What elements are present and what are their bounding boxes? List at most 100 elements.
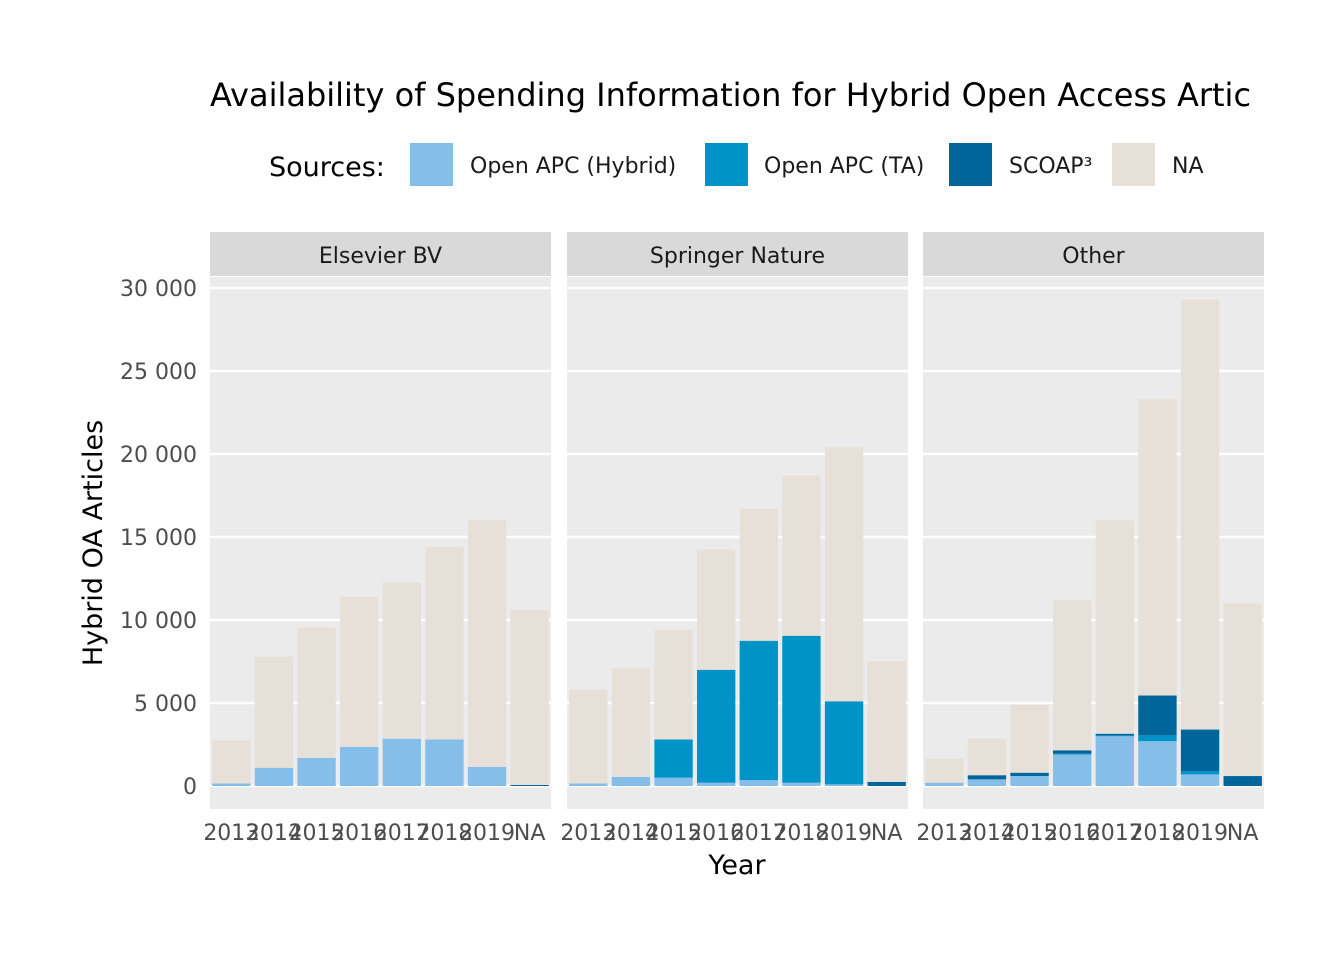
x-tick-label: 2019 bbox=[459, 821, 515, 846]
y-tick-label: 30 000 bbox=[120, 277, 197, 302]
bar-segment-open-apc-hybrid-2014 bbox=[254, 767, 294, 786]
bar-segment-open-apc-ta-2018 bbox=[782, 635, 821, 783]
y-tick-label: 20 000 bbox=[120, 443, 197, 468]
y-tick-label: 0 bbox=[183, 775, 197, 800]
bar-segment-open-apc-hybrid-2013 bbox=[925, 782, 964, 786]
bar-segment-na-2015 bbox=[297, 627, 336, 758]
bar-segment-scoap-2019 bbox=[1180, 729, 1220, 772]
bar-segment-open-apc-hybrid-2019 bbox=[824, 784, 864, 786]
x-tick-label: 2019 bbox=[816, 821, 872, 846]
facet-strip bbox=[567, 232, 908, 276]
x-tick-label: 2014 bbox=[246, 821, 302, 846]
bar-segment-na-NA bbox=[867, 661, 906, 782]
bar-segment-na-2017 bbox=[1095, 520, 1134, 734]
facet-label: Elsevier BV bbox=[319, 244, 442, 269]
bar-segment-open-apc-hybrid-2018 bbox=[425, 739, 464, 786]
bar-segment-na-2014 bbox=[254, 656, 294, 768]
bar-segment-open-apc-hybrid-2017 bbox=[382, 738, 421, 786]
y-tick-label: 5 000 bbox=[134, 692, 197, 717]
facet-label: Springer Nature bbox=[650, 244, 825, 269]
bar-segment-open-apc-hybrid-2018 bbox=[782, 782, 821, 786]
x-tick-label: 2018 bbox=[773, 821, 829, 846]
bar-segment-scoap-2016 bbox=[1053, 750, 1092, 754]
legend-label-open-apc-ta: Open APC (TA) bbox=[764, 154, 924, 179]
bar-segment-open-apc-ta-2018 bbox=[1138, 735, 1177, 742]
panel-springer-nature: Springer Nature 2013201420152016201720182… bbox=[560, 232, 908, 846]
bar-segment-open-apc-hybrid-2015 bbox=[297, 757, 336, 786]
x-tick-label: 2018 bbox=[416, 821, 472, 846]
bar-segment-open-apc-hybrid-2019 bbox=[1180, 774, 1220, 786]
bar-segment-na-2018 bbox=[425, 546, 464, 740]
x-tick-label: NA bbox=[871, 821, 903, 846]
bar-segment-na-2019 bbox=[467, 520, 507, 767]
y-tick-label: 15 000 bbox=[120, 526, 197, 551]
bar-segment-open-apc-hybrid-2015 bbox=[1010, 776, 1049, 786]
bar-segment-open-apc-hybrid-2018 bbox=[1138, 741, 1177, 786]
bar-segment-na-2013 bbox=[925, 758, 964, 783]
bar-segment-scoap-NA bbox=[867, 781, 906, 786]
x-tick-label: 2013 bbox=[916, 821, 972, 846]
bar-segment-na-2017 bbox=[739, 508, 778, 641]
x-tick-label: NA bbox=[1227, 821, 1259, 846]
bar-segment-open-apc-hybrid-2013 bbox=[212, 783, 251, 786]
legend-swatch-open-apc-hybrid bbox=[410, 143, 453, 186]
bar-segment-open-apc-ta-2015 bbox=[654, 739, 693, 778]
bar-segment-na-2019 bbox=[1180, 299, 1220, 730]
bar-segment-open-apc-hybrid-2017 bbox=[739, 780, 778, 786]
bar-segment-open-apc-ta-2019 bbox=[1180, 771, 1220, 775]
x-tick-label: 2013 bbox=[560, 821, 616, 846]
bar-segment-na-2015 bbox=[654, 629, 693, 740]
bar-segment-na-NA bbox=[510, 610, 549, 786]
legend-title: Sources: bbox=[269, 152, 385, 183]
x-tick-label: 2019 bbox=[1172, 821, 1228, 846]
facet-strip bbox=[923, 232, 1264, 276]
legend-swatch-na bbox=[1112, 143, 1155, 186]
x-tick-label: 2016 bbox=[331, 821, 387, 846]
bar-segment-na-2015 bbox=[1010, 704, 1049, 773]
x-tick-label: NA bbox=[514, 821, 546, 846]
bar-segment-na-2016 bbox=[1053, 600, 1092, 751]
x-tick-label: 2016 bbox=[1044, 821, 1100, 846]
x-tick-label: 2015 bbox=[646, 821, 702, 846]
bar-segment-open-apc-hybrid-2015 bbox=[654, 777, 693, 786]
bar-segment-na-2017 bbox=[382, 582, 421, 739]
bar-segment-na-2019 bbox=[824, 447, 864, 702]
bar-segment-scoap-2017 bbox=[1095, 733, 1134, 736]
x-tick-label: 2017 bbox=[731, 821, 787, 846]
bar-segment-na-2016 bbox=[340, 596, 379, 747]
bar-segment-open-apc-ta-2016 bbox=[1053, 753, 1092, 755]
x-tick-label: 2014 bbox=[959, 821, 1015, 846]
x-axis-label: Year bbox=[707, 850, 766, 881]
bar-segment-na-2013 bbox=[212, 740, 251, 784]
bar-segment-open-apc-hybrid-2017 bbox=[1095, 736, 1134, 786]
bar-segment-open-apc-hybrid-2016 bbox=[340, 746, 379, 786]
bar-segment-open-apc-hybrid-2019 bbox=[467, 766, 507, 786]
x-tick-label: 2015 bbox=[1002, 821, 1058, 846]
y-axis-label: Hybrid OA Articles bbox=[78, 420, 109, 666]
x-tick-label: 2014 bbox=[603, 821, 659, 846]
x-tick-label: 2015 bbox=[289, 821, 345, 846]
bar-segment-na-2018 bbox=[782, 475, 821, 636]
panel-elsevier-bv: Elsevier BV 2013201420152016201720182019N… bbox=[203, 232, 551, 846]
bar-segment-na-2018 bbox=[1138, 399, 1177, 696]
bar-segment-open-apc-ta-2017 bbox=[739, 640, 778, 781]
bar-segment-open-apc-hybrid-2014 bbox=[611, 776, 651, 786]
legend-swatch-scoap bbox=[949, 143, 992, 186]
bar-segment-open-apc-hybrid-2014 bbox=[967, 779, 1007, 786]
x-tick-label: 2016 bbox=[688, 821, 744, 846]
bar-segment-na-2016 bbox=[697, 549, 736, 670]
x-tick-label: 2018 bbox=[1129, 821, 1185, 846]
y-tick-label: 10 000 bbox=[120, 609, 197, 634]
chart-title: Availability of Spending Information for… bbox=[210, 76, 1251, 114]
bar-segment-scoap-2014 bbox=[967, 775, 1007, 780]
bar-segment-open-apc-hybrid-2016 bbox=[697, 782, 736, 786]
y-tick-label: 25 000 bbox=[120, 360, 197, 385]
bar-segment-na-2014 bbox=[967, 738, 1007, 776]
bar-segment-scoap-2015 bbox=[1010, 772, 1049, 777]
x-tick-label: 2013 bbox=[203, 821, 259, 846]
legend-label-na: NA bbox=[1172, 154, 1204, 179]
bar-segment-na-2014 bbox=[611, 668, 651, 777]
legend-label-open-apc-hybrid: Open APC (Hybrid) bbox=[470, 154, 676, 179]
